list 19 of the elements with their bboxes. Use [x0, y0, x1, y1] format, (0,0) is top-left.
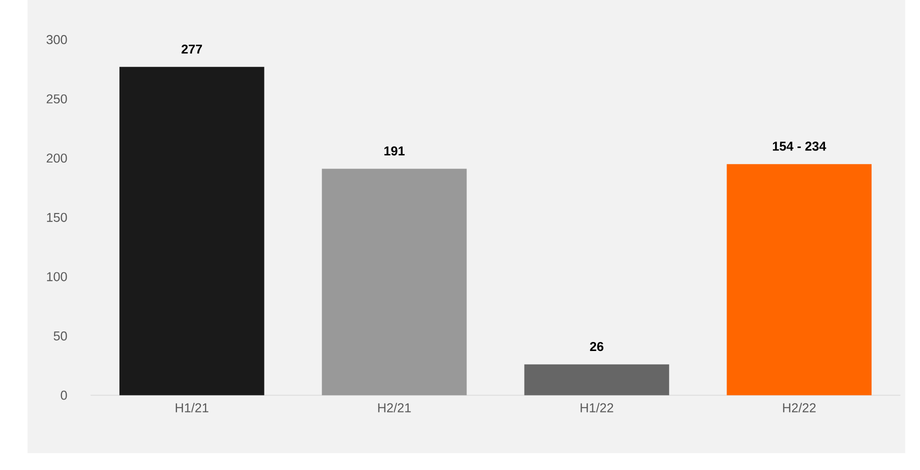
x-tick-label: H2/21	[378, 402, 411, 412]
y-tick-label: 300	[46, 35, 67, 44]
y-tick-label: 250	[46, 94, 67, 104]
annotation: 154 - 234	[772, 142, 826, 151]
y-tick-label: 200	[46, 154, 67, 163]
data-label: 26	[590, 342, 604, 352]
bar	[726, 164, 872, 396]
y-tick-label: 100	[47, 272, 67, 282]
x-tick-label: H1/22	[580, 402, 614, 412]
y-tick-label: 50	[54, 331, 67, 341]
x-tick-label: H1/21	[176, 402, 208, 412]
bar	[119, 66, 264, 396]
bar	[524, 364, 670, 396]
y-tick-label: 150	[47, 212, 67, 222]
x-tick-label: H2/22	[783, 402, 816, 412]
y-tick-label: 0	[60, 390, 67, 400]
data-label: 191	[384, 146, 405, 156]
data-label: 277	[182, 44, 202, 54]
bar	[322, 168, 467, 396]
